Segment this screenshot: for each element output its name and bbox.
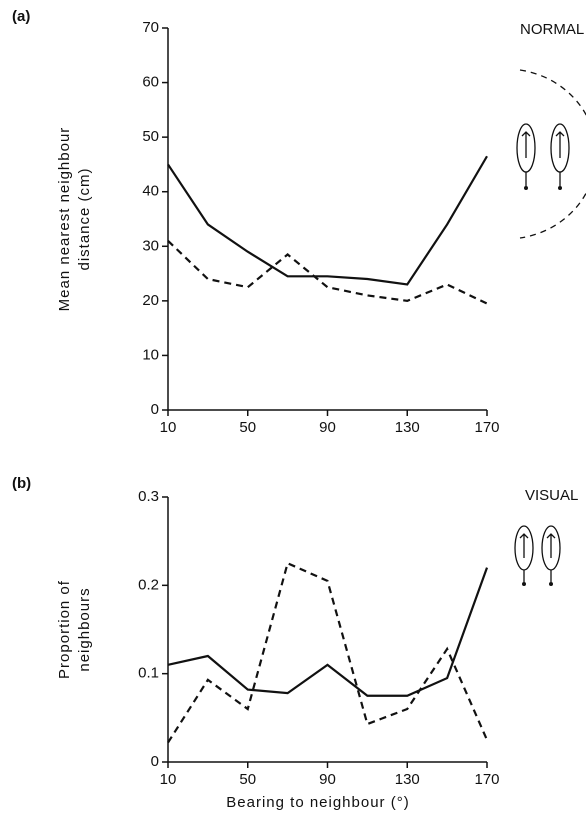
y-tick-label: 70 [142,19,159,36]
annotation: VISUAL [525,487,578,504]
y-tick-label: 0.2 [138,576,159,593]
y-tick-label: 0.3 [138,488,159,505]
normal-icon [516,69,586,239]
y-tick-label: 30 [142,237,159,254]
axis-line [167,28,487,411]
x-tick-label: 90 [319,419,336,436]
data-line [167,561,489,744]
axis-line [167,497,487,763]
data-line [167,240,488,305]
x-tick-label: 10 [160,419,177,436]
panel-label: (b) [12,475,31,492]
y-axis-label: neighbours [76,587,93,671]
y-tick-label: 50 [142,128,159,145]
x-tick-label: 50 [239,771,256,788]
y-tick-label: 40 [142,183,159,200]
y-axis-label: Proportion of [56,580,73,679]
x-tick-label: 130 [395,419,420,436]
y-axis-label: distance (cm) [76,167,93,270]
data-line [167,155,488,286]
x-tick-label: 10 [160,771,177,788]
y-tick-label: 10 [142,346,159,363]
x-tick-label: 170 [474,771,499,788]
x-tick-label: 170 [474,419,499,436]
y-tick-label: 20 [142,292,159,309]
y-tick-label: 0 [151,401,159,418]
data-line [167,567,489,697]
x-axis-label: Bearing to neighbour (°) [226,794,409,811]
y-axis-label: Mean nearest neighbour [56,127,73,312]
x-tick-label: 90 [319,771,336,788]
x-tick-label: 130 [395,771,420,788]
y-tick-label: 60 [142,74,159,91]
x-tick-label: 50 [239,419,256,436]
y-tick-label: 0.1 [138,665,159,682]
visual-icon [514,525,561,586]
annotation: NORMAL [520,21,584,38]
y-tick-label: 0 [151,753,159,770]
panel-label: (a) [12,8,30,25]
